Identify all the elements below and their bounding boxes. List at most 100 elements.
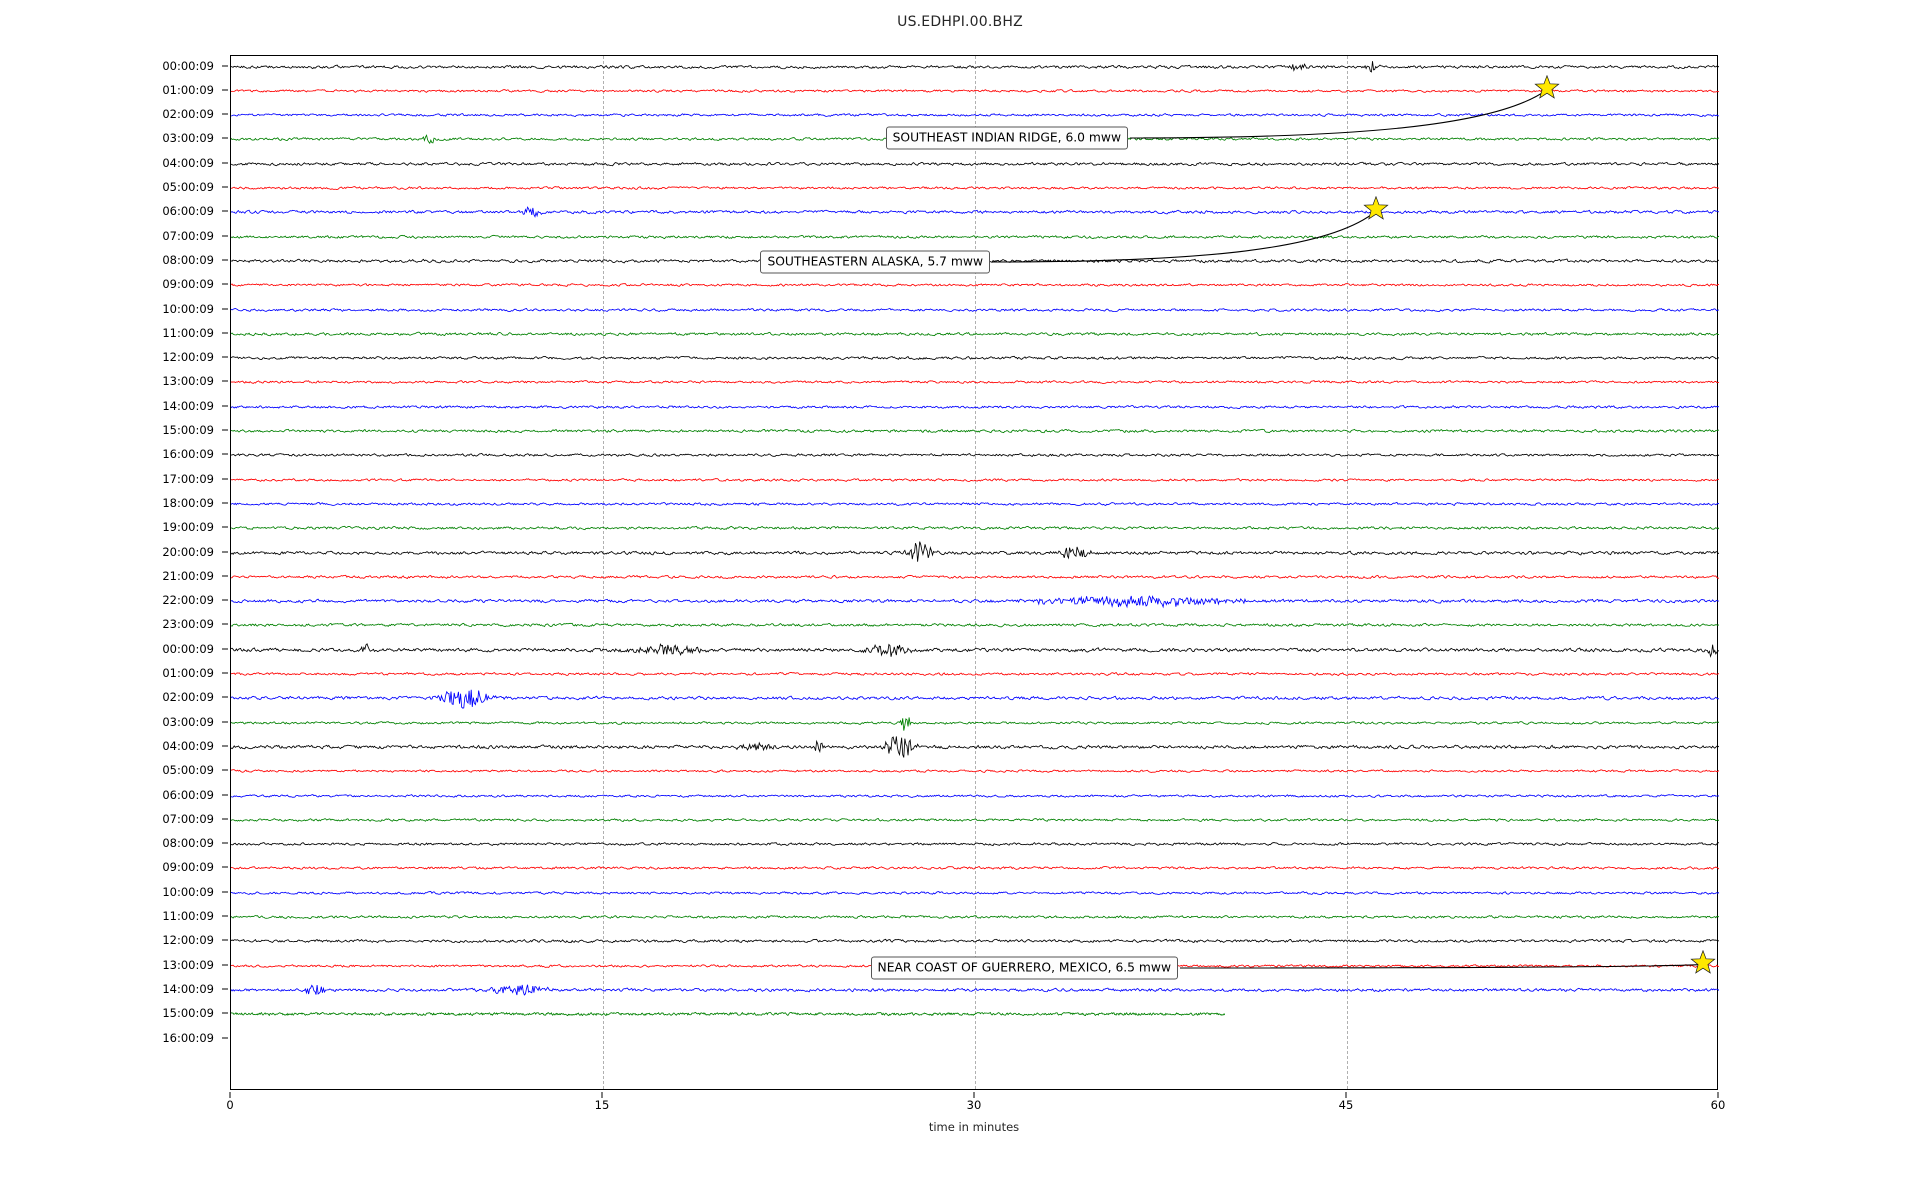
- y-tick-label: 00:00:09: [162, 58, 214, 73]
- trace-line: [231, 453, 1719, 458]
- y-tick-label: 22:00:09: [162, 593, 214, 608]
- y-tick-mark: [222, 65, 228, 66]
- event-star-icon[interactable]: [1363, 195, 1389, 226]
- trace-line: [231, 355, 1719, 361]
- y-tick-mark: [222, 405, 228, 407]
- event-label[interactable]: SOUTHEAST INDIAN RIDGE, 6.0 mww: [885, 126, 1128, 150]
- y-tick-mark: [222, 478, 228, 480]
- y-tick-label: 18:00:09: [162, 495, 214, 510]
- trace-line: [231, 690, 1719, 709]
- y-tick-label: 15:00:09: [162, 1006, 214, 1021]
- trace-line: [231, 88, 1719, 93]
- y-tick-mark: [222, 235, 228, 237]
- trace-line: [231, 206, 1719, 219]
- y-tick-label: 06:00:09: [162, 204, 214, 219]
- y-tick-mark: [222, 259, 228, 261]
- event-star-icon[interactable]: [1534, 74, 1560, 105]
- y-tick-mark: [222, 818, 228, 820]
- event-label[interactable]: SOUTHEASTERN ALASKA, 5.7 mww: [760, 250, 990, 274]
- trace-line: [231, 866, 1719, 871]
- trace-line: [231, 540, 1719, 562]
- y-tick-label: 21:00:09: [162, 568, 214, 583]
- y-tick-mark: [222, 794, 228, 795]
- trace-line: [231, 1012, 1226, 1017]
- y-tick-label: 10:00:09: [162, 884, 214, 899]
- trace-line: [231, 477, 1719, 482]
- y-tick-label: 09:00:09: [162, 277, 214, 292]
- y-tick-label: 20:00:09: [162, 544, 214, 559]
- y-tick-mark: [222, 964, 228, 966]
- trace-line: [231, 984, 1719, 996]
- trace-line: [231, 890, 1719, 895]
- y-tick-label: 03:00:09: [162, 714, 214, 729]
- y-tick-mark: [222, 769, 228, 771]
- y-tick-label: 10:00:09: [162, 301, 214, 316]
- y-tick-mark: [222, 939, 228, 941]
- y-tick-label: 23:00:09: [162, 617, 214, 632]
- y-tick-mark: [222, 162, 228, 164]
- trace-line: [231, 623, 1719, 628]
- y-tick-label: 05:00:09: [162, 763, 214, 778]
- x-tick-mark: [601, 1092, 603, 1098]
- page-title: US.EDHPI.00.BHZ: [897, 14, 1023, 30]
- y-tick-mark: [222, 721, 228, 723]
- event-label[interactable]: NEAR COAST OF GUERRERO, MEXICO, 6.5 mww: [870, 956, 1178, 980]
- trace-line: [231, 526, 1719, 531]
- trace-line: [231, 595, 1719, 609]
- gridline: [975, 56, 976, 1089]
- y-tick-label: 03:00:09: [162, 131, 214, 146]
- y-tick-label: 16:00:09: [162, 1030, 214, 1045]
- trace-line: [231, 769, 1719, 774]
- y-tick-mark: [222, 915, 228, 917]
- x-axis-tick-labels: 0 15 30 45 60: [226, 1092, 1725, 1122]
- y-tick-mark: [222, 891, 228, 893]
- y-tick-label: 15:00:09: [162, 423, 214, 437]
- trace-line: [231, 817, 1719, 822]
- y-tick-mark: [222, 502, 228, 504]
- y-tick-label: 06:00:09: [162, 787, 214, 802]
- trace-line: [231, 161, 1719, 166]
- gridline: [1347, 56, 1348, 1089]
- y-tick-mark: [222, 623, 228, 625]
- y-tick-mark: [222, 137, 228, 139]
- y-tick-label: 00:00:09: [162, 641, 214, 656]
- y-tick-mark: [222, 672, 228, 674]
- x-tick-label: 45: [1338, 1098, 1354, 1112]
- y-tick-mark: [222, 575, 228, 577]
- y-tick-mark: [222, 429, 228, 431]
- y-tick-mark: [222, 186, 228, 188]
- trace-line: [231, 186, 1719, 190]
- y-tick-label: 19:00:09: [162, 520, 214, 535]
- y-tick-label: 17:00:09: [162, 471, 214, 486]
- y-tick-mark: [222, 842, 228, 844]
- y-tick-mark: [222, 380, 228, 382]
- trace-line: [231, 642, 1719, 658]
- trace-line: [231, 842, 1719, 847]
- event-star-icon[interactable]: [1690, 949, 1716, 980]
- y-tick-mark: [222, 599, 228, 601]
- plot-area: [230, 55, 1719, 1090]
- y-tick-label: 04:00:09: [162, 155, 214, 170]
- trace-line: [231, 939, 1719, 944]
- trace-line: [231, 380, 1719, 385]
- x-tick-mark: [1345, 1092, 1347, 1098]
- y-tick-mark: [222, 745, 228, 747]
- trace-line: [231, 793, 1719, 798]
- y-tick-label: 05:00:09: [162, 180, 214, 194]
- y-tick-label: 11:00:09: [162, 325, 214, 340]
- trace-line: [231, 113, 1719, 118]
- trace-line: [231, 234, 1719, 239]
- trace-line: [231, 404, 1719, 409]
- y-tick-label: 11:00:09: [162, 909, 214, 923]
- y-tick-label: 09:00:09: [162, 860, 214, 875]
- x-tick-label: 60: [1710, 1098, 1726, 1112]
- trace-line: [231, 574, 1719, 579]
- trace-line: [231, 60, 1719, 73]
- y-axis-tick-labels: 00:00:09 01:00:09 02:00:09 03:00:09 04:00:09…: [0, 55, 228, 1090]
- x-tick-label: 15: [594, 1098, 610, 1112]
- y-tick-mark: [222, 866, 228, 868]
- trace-line: [231, 671, 1719, 676]
- trace-line: [231, 716, 1719, 731]
- y-tick-label: 04:00:09: [162, 738, 214, 753]
